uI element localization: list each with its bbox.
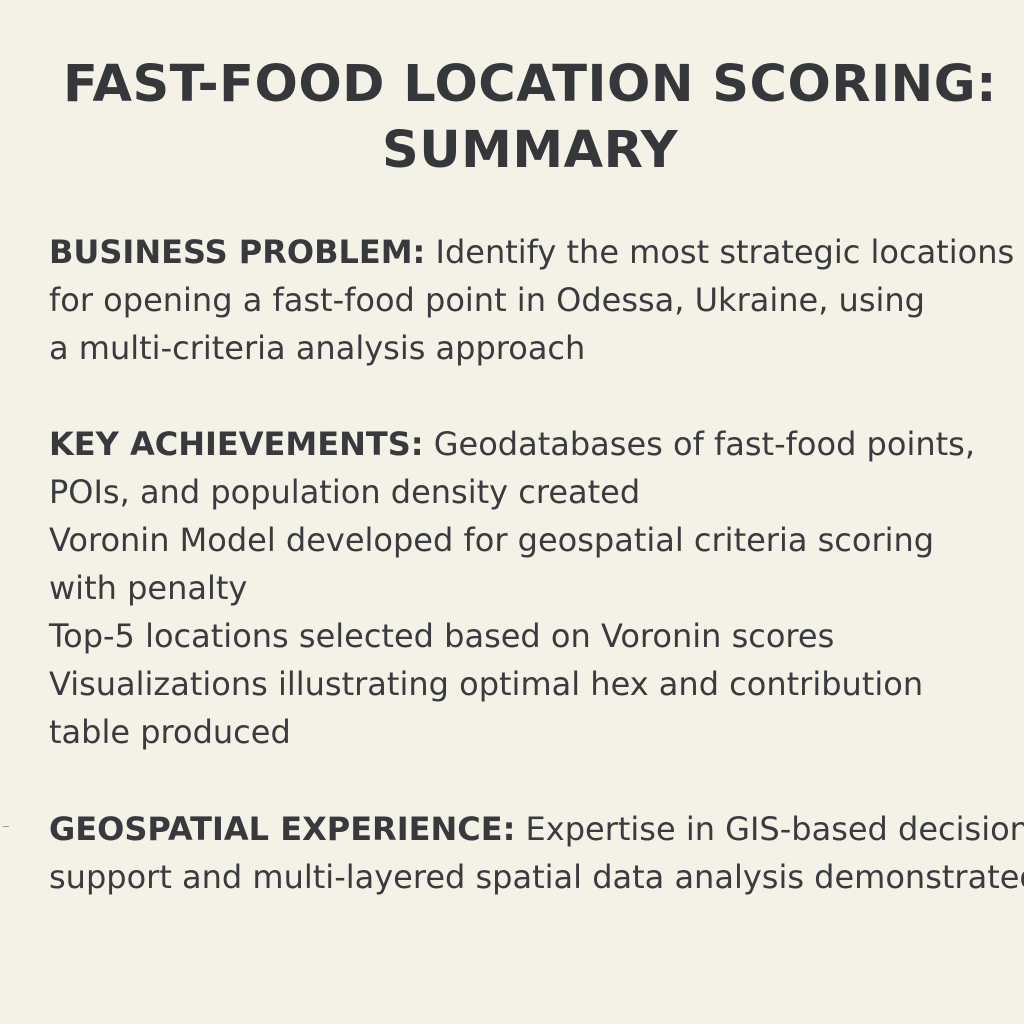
key-achievements-label: KEY ACHIEVEMENTS: <box>49 425 424 463</box>
key-achievements-text-2: POIs, and population density created <box>49 473 641 511</box>
geospatial-experience-line-1: GEOSPATIAL EXPERIENCE: Expertise in GIS-… <box>49 805 1024 853</box>
key-achievements-line-1: KEY ACHIEVEMENTS: Geodatabases of fast-f… <box>49 420 1024 468</box>
geospatial-experience-label: GEOSPATIAL EXPERIENCE: <box>49 810 516 848</box>
business-problem-line-1: BUSINESS PROBLEM: Identify the most stra… <box>49 228 1024 276</box>
key-achievements-text-7: table produced <box>49 713 291 751</box>
page-title-line-1: FAST-FOOD LOCATION SCORING: <box>62 55 997 114</box>
key-achievements-text-4: with penalty <box>49 569 248 607</box>
margin-tick-mark <box>3 826 9 827</box>
key-achievements-section: KEY ACHIEVEMENTS: Geodatabases of fast-f… <box>49 420 1024 756</box>
business-problem-text-3: a multi-criteria analysis approach <box>49 329 586 367</box>
business-problem-text-1: Identify the most strategic locations <box>425 233 1015 271</box>
geospatial-experience-section: GEOSPATIAL EXPERIENCE: Expertise in GIS-… <box>49 805 1024 901</box>
business-problem-text-2: for opening a fast-food point in Odessa,… <box>49 281 925 319</box>
page-title: FAST-FOOD LOCATION SCORING: SUMMARY <box>0 52 1024 184</box>
page-title-line-2: SUMMARY <box>381 121 679 180</box>
geospatial-experience-text-2: support and multi-layered spatial data a… <box>49 858 1024 896</box>
business-problem-label: BUSINESS PROBLEM: <box>49 233 426 271</box>
key-achievements-text-5: Top-5 locations selected based on Voroni… <box>49 617 835 655</box>
key-achievements-text-1: Geodatabases of fast-food points, <box>423 425 975 463</box>
key-achievements-text-3: Voronin Model developed for geospatial c… <box>49 521 935 559</box>
geospatial-experience-text-1: Expertise in GIS-based decision <box>515 810 1024 848</box>
key-achievements-text-6: Visualizations illustrating optimal hex … <box>49 665 924 703</box>
business-problem-section: BUSINESS PROBLEM: Identify the most stra… <box>49 228 1024 372</box>
